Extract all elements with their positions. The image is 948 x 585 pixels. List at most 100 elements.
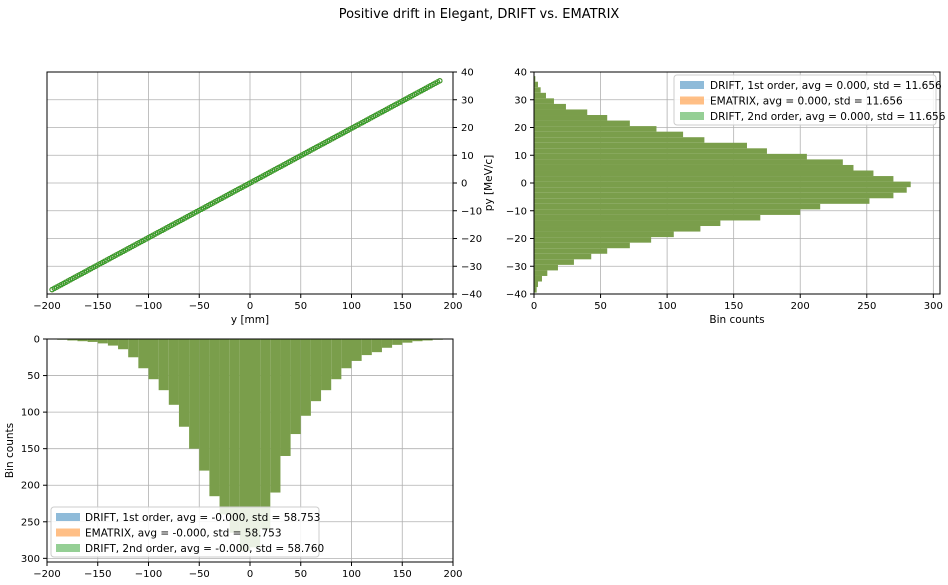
hist-py-legend-entry: DRIFT, 1st order, avg = 0.000, std = 11.… [710, 80, 942, 92]
scatter-x-tick-label: −200 [33, 301, 60, 312]
hist-y-bar [229, 339, 240, 533]
hist-y-y-tick-label: 300 [21, 554, 40, 565]
scatter-x-axis-label: y [mm] [231, 314, 269, 326]
scatter-y-tick-label: −20 [461, 234, 482, 245]
hist-py-bar [534, 220, 721, 227]
hist-py-bar [534, 181, 911, 188]
hist-py-bar [534, 159, 843, 165]
scatter-x-tick-label: −100 [135, 301, 162, 312]
hist-y-legend [50, 506, 320, 558]
hist-y-bar [128, 339, 139, 358]
hist-py-bar [534, 92, 546, 99]
hist-y-bar [331, 339, 342, 380]
hist-py-y-tick-label: 20 [514, 123, 527, 134]
hist-py-legend-entry: DRIFT, 2nd order, avg = 0.000, std = 11.… [710, 111, 946, 123]
hist-y-y-axis-label: Bin counts [4, 423, 16, 478]
histogram-y-inverted: −200 −150 −100 −50 0 50 100 150 200 0 50 100 150 200 2… [4, 335, 463, 581]
hist-py-bar [534, 103, 566, 110]
hist-y-x-tick-label: 150 [393, 569, 412, 580]
hist-y-bar [392, 339, 403, 345]
hist-py-bar [534, 164, 854, 171]
hist-py-bar [534, 248, 608, 254]
hist-y-bar [422, 339, 433, 341]
hist-y-bar [239, 339, 250, 552]
hist-py-bar [534, 109, 588, 116]
hist-py-y-tick-label: 10 [514, 151, 527, 162]
hist-y-bar [371, 339, 382, 353]
hist-y-x-tick-label: 50 [294, 569, 307, 580]
scatter-y-tick-label: −40 [461, 290, 482, 301]
scatter-y-tick-label: 10 [461, 151, 474, 162]
scatter-x-tick-label: −50 [189, 301, 210, 312]
hist-y-bar [107, 339, 119, 346]
hist-y-bar [300, 339, 311, 416]
hist-py-bar [534, 270, 548, 276]
hist-y-bar [97, 339, 108, 344]
hist-y-y-tick-label: 250 [21, 517, 40, 528]
hist-y-legend-entry: DRIFT, 2nd order, avg = -0.000, std = 58… [85, 543, 324, 555]
hist-y-x-tick-label: 100 [342, 569, 361, 580]
hist-py-legend-swatch [680, 81, 704, 89]
scatter-y-tick-label: 0 [461, 179, 467, 190]
hist-y-bar [77, 339, 88, 342]
scatter-y-tick-label: 20 [461, 123, 474, 134]
hist-py-y-tick-label: −30 [506, 262, 527, 273]
hist-y-bar [118, 339, 129, 350]
hist-py-bar [534, 120, 630, 127]
hist-py-bar [534, 81, 538, 88]
hist-py-bar [534, 142, 747, 149]
scatter-plot-py-vs-y: −200 −150 −100 −50 0 50 100 150 200−40−30−20−100… [33, 68, 495, 327]
scatter-y-tick-label: 40 [461, 68, 474, 79]
hist-py-y-tick-label: 40 [514, 68, 527, 79]
hist-py-bar [534, 115, 608, 121]
hist-y-legend-swatch [56, 528, 80, 537]
hist-y-x-tick-label: −100 [135, 569, 162, 580]
hist-y-bar [280, 339, 291, 456]
hist-y-bar [168, 339, 179, 405]
hist-y-x-tick-label: 0 [247, 569, 253, 580]
hist-py-bar [534, 281, 538, 288]
hist-py-x-tick-label: 300 [924, 301, 943, 312]
hist-py-bar [534, 242, 630, 249]
hist-y-bar [290, 339, 301, 435]
hist-y-legend-swatch [56, 544, 80, 552]
hist-y-bar [310, 339, 322, 402]
hist-y-x-tick-label: −150 [84, 569, 111, 580]
hist-py-bar [534, 131, 684, 138]
hist-py-y-tick-label: 0 [521, 179, 527, 190]
hist-py-bar [534, 226, 701, 232]
hist-py-x-tick-label: 100 [658, 301, 677, 312]
histogram-py-horizontal: 0 50 100 150 200 250 300 −40 −30 −20 −10 0 10 20 30 40 B… [506, 68, 946, 327]
hist-y-bar [138, 339, 149, 369]
scatter-y-tick-label: −10 [461, 206, 482, 217]
hist-y-y-tick-label: 50 [27, 371, 40, 382]
hist-py-bar [534, 198, 870, 204]
hist-py-bar [534, 264, 558, 271]
figure-title: Positive drift in Elegant, DRIFT vs. EMA… [339, 7, 620, 22]
hist-py-bar [534, 87, 541, 93]
hist-y-bar [158, 339, 169, 391]
hist-y-bar [402, 339, 413, 343]
hist-py-bar [534, 76, 536, 82]
scatter-x-tick-label: 200 [443, 301, 462, 312]
hist-y-x-tick-label: −200 [33, 569, 60, 580]
hist-y-bar [381, 339, 393, 348]
hist-y-bar [209, 339, 220, 497]
hist-py-x-tick-label: 250 [857, 301, 876, 312]
hist-py-bar [534, 209, 801, 215]
hist-py-bar [534, 187, 907, 193]
hist-py-bar [534, 153, 807, 160]
hist-y-legend-entry: DRIFT, 1st order, avg = -0.000, std = 58… [85, 512, 320, 524]
hist-py-y-tick-label: 30 [514, 95, 527, 106]
hist-py-y-tick-label: −40 [506, 290, 527, 301]
hist-y-bar [219, 339, 230, 515]
hist-y-bar [250, 339, 261, 548]
hist-y-bar [321, 339, 332, 391]
scatter-y-tick-label: 30 [461, 95, 474, 106]
hist-py-bar [534, 192, 894, 199]
hist-y-bar [361, 339, 372, 356]
hist-y-bar [199, 339, 210, 471]
scatter-x-tick-label: 150 [393, 301, 412, 312]
scatter-axes-frame [46, 71, 454, 295]
hist-py-legend [673, 74, 937, 126]
